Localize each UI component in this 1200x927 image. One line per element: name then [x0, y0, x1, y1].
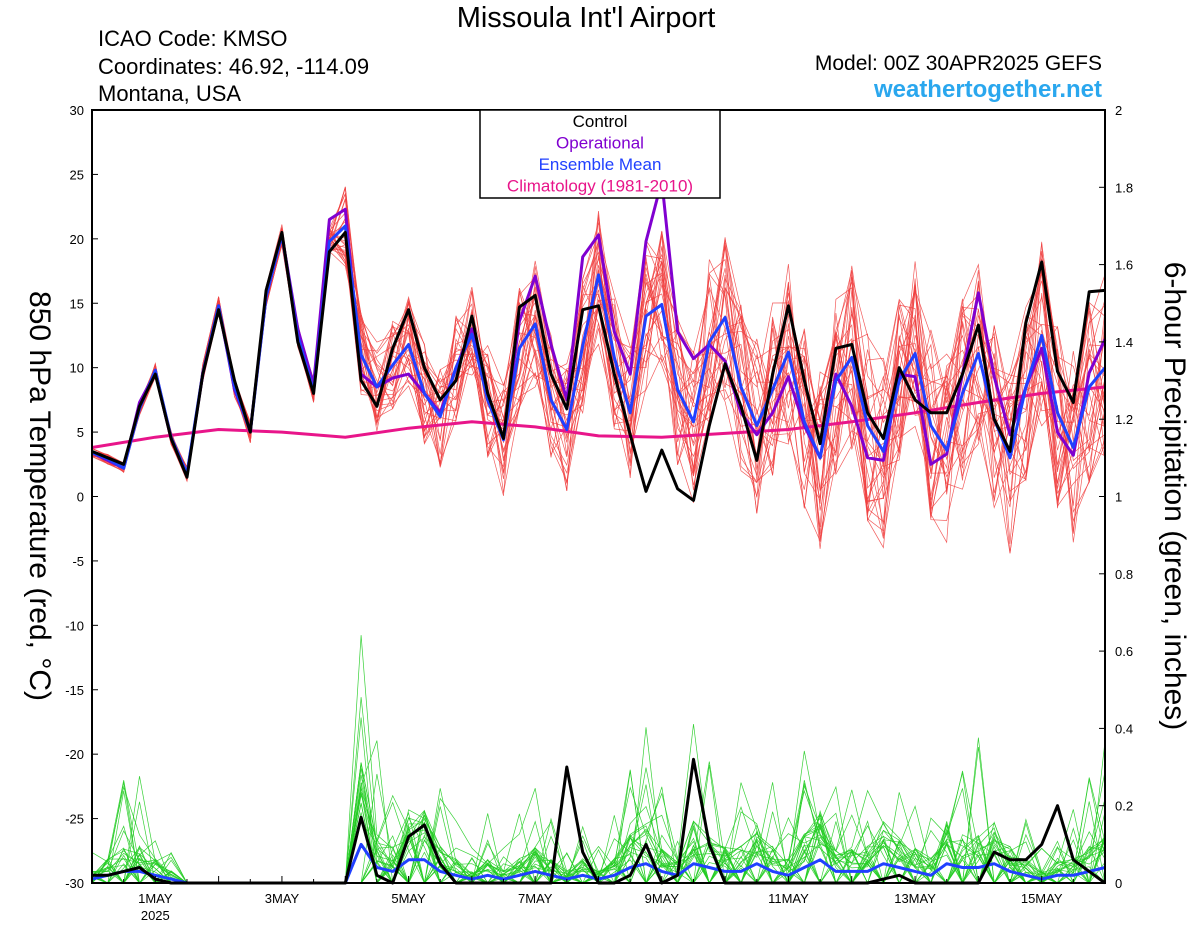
- y-right-tick-label: 0.6: [1115, 644, 1133, 659]
- location-state: Montana, USA: [98, 81, 242, 106]
- y-left-tick-label: -20: [65, 747, 84, 762]
- axes: 302520151050-5-10-15-20-25-3021.81.61.41…: [65, 103, 1133, 923]
- y-left-tick-label: -5: [72, 554, 84, 569]
- y-left-tick-label: -25: [65, 812, 84, 827]
- y-right-axis-title: 6-hour Precipitation (green, inches): [1158, 262, 1191, 731]
- x-tick-label: 15MAY: [1021, 891, 1063, 906]
- y-right-tick-label: 1.6: [1115, 258, 1133, 273]
- model-run: Model: 00Z 30APR2025 GEFS: [814, 52, 1102, 75]
- x-tick-label: 5MAY: [391, 891, 426, 906]
- y-right-tick-label: 1.2: [1115, 412, 1133, 427]
- y-left-tick-label: -15: [65, 683, 84, 698]
- y-right-tick-label: 2: [1115, 103, 1122, 118]
- y-right-tick-label: 0.2: [1115, 799, 1133, 814]
- y-left-tick-label: 5: [77, 425, 84, 440]
- icao-code: ICAO Code: KMSO: [98, 26, 288, 51]
- y-left-tick-label: 0: [77, 490, 84, 505]
- legend: Control Operational Ensemble Mean Climatolo…: [479, 109, 721, 199]
- website-link[interactable]: weathertogether.net: [873, 76, 1102, 103]
- x-tick-label: 9MAY: [645, 891, 680, 906]
- x-tick-label: 11MAY: [768, 891, 809, 906]
- y-left-tick-label: 20: [70, 232, 84, 247]
- x-tick-label: 13MAY: [894, 891, 936, 906]
- y-left-tick-label: 15: [70, 296, 84, 311]
- y-left-tick-label: -30: [65, 876, 84, 891]
- y-left-tick-label: -10: [65, 618, 84, 633]
- legend-item: Operational: [556, 134, 644, 153]
- x-tick-label: 1MAY: [138, 891, 173, 906]
- y-left-tick-label: 10: [70, 361, 84, 376]
- x-tick-label: 7MAY: [518, 891, 553, 906]
- x-tick-label: 3MAY: [265, 891, 300, 906]
- control-temp-line: [91, 230, 1106, 502]
- y-left-axis-title: 850 hPa Temperature (red, °C): [23, 291, 56, 701]
- y-right-tick-label: 0.4: [1115, 721, 1133, 736]
- y-left-tick-label: 25: [70, 167, 84, 182]
- y-right-tick-label: 1.4: [1115, 335, 1133, 350]
- legend-item: Ensemble Mean: [539, 155, 662, 174]
- y-right-tick-label: 1: [1115, 490, 1122, 505]
- legend-box: [479, 109, 721, 199]
- chart-title: Missoula Int'l Airport: [456, 2, 716, 34]
- y-left-tick-label: 30: [70, 103, 84, 118]
- legend-item: Climatology (1981-2010): [507, 177, 693, 196]
- legend-item: Control: [573, 112, 628, 131]
- y-right-tick-label: 0: [1115, 876, 1122, 891]
- x-tick-sublabel: 2025: [141, 908, 170, 923]
- climatology-line: [91, 385, 1106, 449]
- y-right-tick-label: 1.8: [1115, 180, 1133, 195]
- y-right-tick-label: 0.8: [1115, 567, 1133, 582]
- coordinates: Coordinates: 46.92, -114.09: [98, 54, 370, 79]
